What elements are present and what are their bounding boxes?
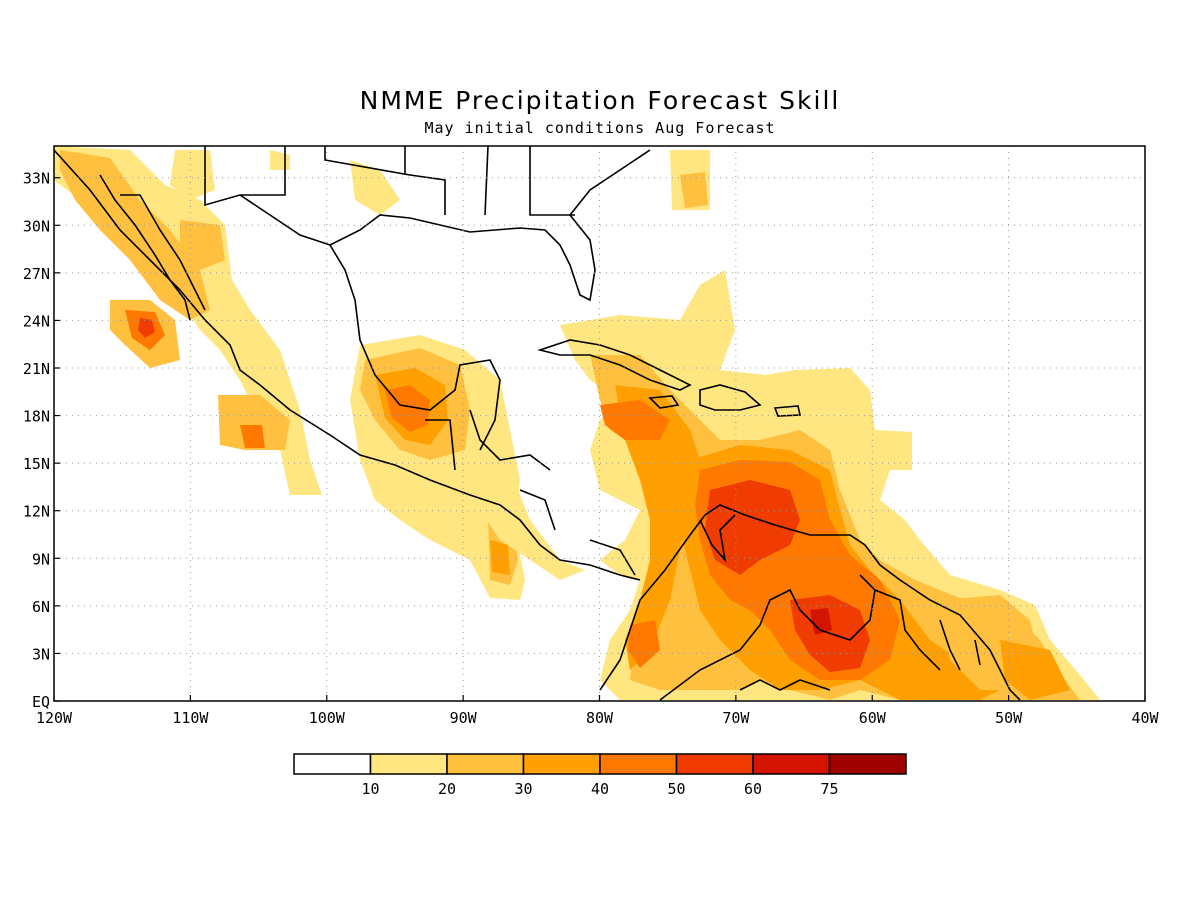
colorbar-tick-label: 20	[438, 780, 456, 798]
lon-label: 60W	[859, 709, 887, 727]
colorbar-cell	[828, 753, 907, 775]
lat-label: 33N	[23, 170, 50, 188]
colorbar-cell	[522, 753, 601, 775]
colorbar-tick-label: 10	[361, 780, 379, 798]
colorbar-cell	[293, 753, 372, 775]
colorbar-cell	[599, 753, 678, 775]
skill-shading	[54, 146, 1100, 700]
lon-label: 50W	[995, 709, 1023, 727]
map-grid	[54, 146, 1145, 701]
lon-label: 40W	[1131, 709, 1159, 727]
lon-label: 80W	[586, 709, 614, 727]
lat-label: 21N	[23, 360, 50, 378]
lat-label: 24N	[23, 312, 50, 330]
lat-label: EQ	[32, 693, 50, 711]
lat-label: 15N	[23, 455, 50, 473]
colorbar-tick-label: 40	[591, 780, 609, 798]
lon-label: 120W	[36, 709, 73, 727]
colorbar-cell	[752, 753, 831, 775]
colorbar-tick-label: 60	[744, 780, 762, 798]
lat-label: 12N	[23, 503, 50, 521]
lat-label: 27N	[23, 265, 50, 283]
lat-label: 18N	[23, 408, 50, 426]
colorbar-tick-label: 30	[514, 780, 532, 798]
map-title: NMME Precipitation Forecast Skill	[359, 86, 841, 115]
colorbar: 10 20 30 40 50 60 75	[293, 753, 907, 798]
colorbar-cell	[675, 753, 754, 775]
map-subtitle: May initial conditions Aug Forecast	[424, 119, 776, 137]
lat-label: 9N	[32, 550, 50, 568]
colorbar-cell	[369, 753, 448, 775]
lat-label: 3N	[32, 645, 50, 663]
lon-label: 90W	[450, 709, 478, 727]
lon-label: 110W	[172, 709, 209, 727]
colorbar-tick-label: 75	[820, 780, 838, 798]
coastlines	[54, 146, 1021, 701]
lat-label: 6N	[32, 598, 50, 616]
lon-label: 70W	[722, 709, 750, 727]
lon-label: 100W	[309, 709, 346, 727]
colorbar-cell	[446, 753, 525, 775]
lat-label: 30N	[23, 217, 50, 235]
colorbar-tick-label: 50	[667, 780, 685, 798]
